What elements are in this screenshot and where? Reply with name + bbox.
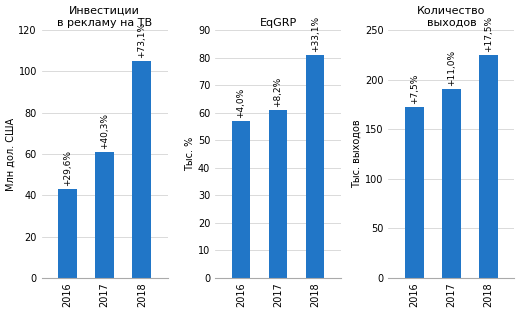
- Text: +7,5%: +7,5%: [410, 74, 419, 105]
- Text: +4,0%: +4,0%: [237, 88, 245, 118]
- Text: +73,1%: +73,1%: [137, 22, 146, 58]
- Title: Инвестиции
в рекламу на ТВ: Инвестиции в рекламу на ТВ: [57, 6, 152, 28]
- Text: +17,5%: +17,5%: [484, 16, 493, 52]
- Bar: [269, 110, 288, 278]
- Bar: [479, 55, 498, 278]
- Title: EqGRP: EqGRP: [259, 18, 297, 28]
- Bar: [232, 121, 250, 278]
- Text: +29,6%: +29,6%: [63, 150, 72, 186]
- Y-axis label: Тыс. %: Тыс. %: [185, 137, 195, 171]
- Bar: [58, 189, 77, 278]
- Bar: [306, 55, 324, 278]
- Title: Количество
выходов: Количество выходов: [417, 6, 486, 28]
- Bar: [442, 89, 461, 278]
- Bar: [96, 152, 114, 278]
- Text: +33,1%: +33,1%: [310, 16, 320, 52]
- Text: +11,0%: +11,0%: [447, 49, 456, 86]
- Y-axis label: Млн дол. США: Млн дол. США: [6, 117, 16, 191]
- Text: +40,3%: +40,3%: [100, 113, 109, 149]
- Y-axis label: Тыс. выходов: Тыс. выходов: [352, 120, 362, 188]
- Text: +8,2%: +8,2%: [274, 77, 282, 107]
- Bar: [133, 61, 151, 278]
- Bar: [405, 107, 424, 278]
